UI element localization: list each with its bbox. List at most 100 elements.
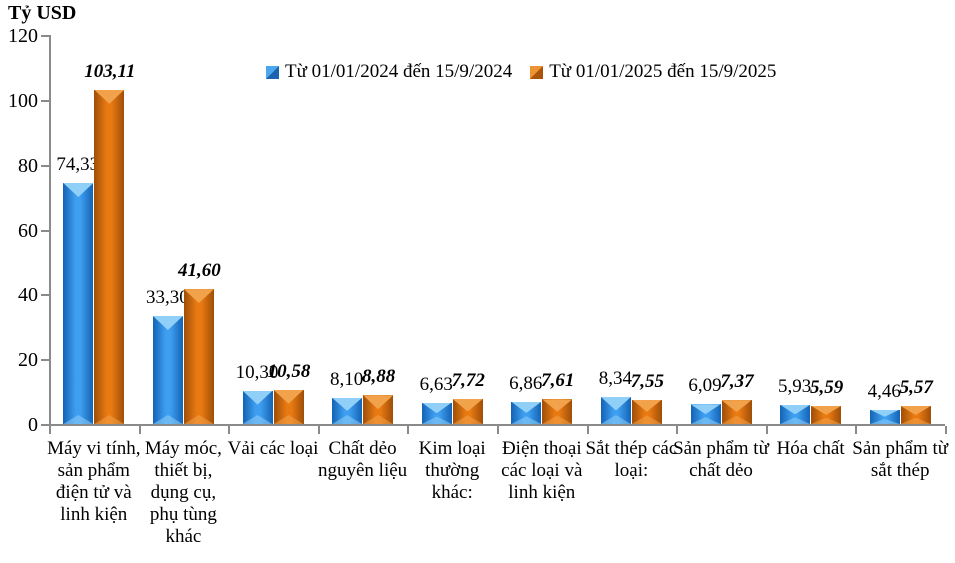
bar-bottom-bevel — [273, 414, 304, 424]
bar-bottom-bevel — [452, 415, 483, 424]
bar-value-label: 5,93 — [777, 375, 812, 397]
bar-bottom-bevel — [542, 415, 573, 424]
bar-bottom-bevel — [900, 417, 931, 424]
bar-bottom-bevel — [811, 417, 842, 424]
bar-top-bevel — [869, 409, 900, 417]
bar-value-label: 8,88 — [361, 366, 396, 388]
bar-bottom-bevel — [94, 414, 125, 424]
bar-bottom-bevel — [690, 417, 721, 424]
bar-top-bevel — [900, 405, 931, 415]
bar-top-bevel — [152, 316, 183, 331]
x-tick-mark — [586, 426, 589, 434]
legend: Từ 01/01/2024 đến 15/9/2024 Từ 01/01/2025… — [266, 61, 776, 83]
y-tick-mark — [41, 424, 49, 426]
bar-2025 — [631, 399, 662, 424]
bar-value-label: 41,60 — [178, 260, 221, 282]
bar-2025 — [811, 405, 842, 424]
bar-2025 — [900, 405, 931, 424]
bar-bottom-bevel — [780, 417, 811, 424]
bar-2024 — [869, 409, 900, 424]
bar-bottom-bevel — [631, 415, 662, 424]
bar-2025 — [721, 400, 752, 424]
category-label: Kim loại thường khác: — [418, 438, 486, 503]
bar-2025 — [94, 89, 125, 424]
bar-value-label: 10,58 — [267, 360, 311, 382]
bar-2025 — [183, 289, 214, 424]
bar-2024 — [600, 396, 631, 424]
bar-2024 — [332, 397, 363, 424]
bar-top-bevel — [421, 402, 452, 414]
bar-value-label: 5,59 — [809, 376, 844, 398]
bar-value-label: 7,37 — [720, 371, 754, 393]
bar-value-label: 103,11 — [84, 60, 136, 82]
y-tick-mark — [41, 294, 49, 297]
bar-2024 — [63, 183, 94, 424]
bar-top-bevel — [542, 399, 573, 412]
y-tick-label: 20 — [18, 349, 38, 372]
x-tick-mark — [765, 426, 768, 434]
legend-item-2024: Từ 01/01/2024 đến 15/9/2024 — [266, 61, 512, 83]
y-tick-label: 60 — [18, 219, 38, 242]
category-label: Vải các loại — [227, 438, 319, 459]
bar-bottom-bevel — [421, 416, 452, 424]
x-axis-line — [49, 424, 945, 426]
bar-value-label: 7,61 — [541, 370, 575, 392]
y-tick-label: 80 — [18, 154, 38, 177]
bar-2025 — [273, 389, 304, 424]
bar-top-bevel — [94, 89, 125, 104]
bar-2025 — [452, 398, 483, 424]
bar-bottom-bevel — [183, 414, 214, 424]
x-tick-mark — [497, 426, 499, 434]
bar-bottom-bevel — [511, 416, 542, 424]
bar-top-bevel — [631, 399, 662, 412]
bar-bottom-bevel — [63, 414, 94, 424]
x-tick-mark — [945, 426, 947, 434]
category-label: Sản phẩm từ sắt thép — [852, 438, 949, 481]
bar-value-label: 7,55 — [630, 370, 665, 392]
legend-item-2025: Từ 01/01/2025 đến 15/9/2025 — [530, 61, 776, 83]
bar-bottom-bevel — [363, 414, 394, 424]
y-tick-label: 120 — [8, 25, 38, 47]
bar-top-bevel — [721, 400, 752, 413]
bar-2024 — [780, 404, 811, 424]
x-tick-mark — [855, 426, 858, 434]
bar-value-label: 4,46 — [867, 380, 901, 402]
bar-bottom-bevel — [242, 414, 273, 424]
x-tick-mark — [407, 426, 410, 434]
category-label: Máy vi tính, sản phẩm điện tử và linh ki… — [47, 438, 141, 525]
y-tick-mark — [41, 35, 49, 37]
legend-swatch-icon — [530, 65, 544, 79]
bar-bottom-bevel — [152, 414, 183, 424]
legend-swatch-icon — [266, 65, 279, 79]
y-tick-label: 100 — [8, 89, 38, 112]
bar-top-bevel — [811, 405, 842, 415]
bar-value-label: 6,09 — [688, 375, 722, 397]
bar-2024 — [511, 401, 542, 424]
bar-top-bevel — [273, 389, 304, 404]
legend-label: Từ 01/01/2025 đến 15/9/2025 — [549, 61, 777, 82]
x-tick-mark — [228, 426, 231, 434]
y-tick-mark — [41, 229, 49, 232]
y-tick-mark — [41, 164, 49, 167]
bar-top-bevel — [690, 404, 721, 415]
bar-bottom-bevel — [721, 415, 752, 424]
x-tick-mark — [138, 426, 141, 434]
bar-value-label: 10,30 — [235, 361, 279, 383]
bar-top-bevel — [780, 404, 811, 415]
bar-2024 — [242, 390, 273, 424]
bar-top-bevel — [452, 398, 483, 412]
bar-top-bevel — [363, 395, 394, 410]
bar-value-label: 8,34 — [598, 367, 633, 389]
bar-2025 — [363, 395, 394, 424]
bar-top-bevel — [511, 401, 542, 413]
bar-top-bevel — [183, 289, 214, 304]
category-label: Sắt thép các loại: — [585, 438, 678, 481]
y-tick-mark — [41, 99, 49, 102]
bar-value-label: 74,33 — [56, 154, 100, 176]
y-tick-label: 0 — [28, 414, 38, 436]
x-tick-mark — [317, 426, 320, 434]
bar-bottom-bevel — [600, 414, 631, 424]
y-tick-label: 40 — [18, 284, 38, 307]
bar-value-label: 6,86 — [509, 372, 543, 394]
